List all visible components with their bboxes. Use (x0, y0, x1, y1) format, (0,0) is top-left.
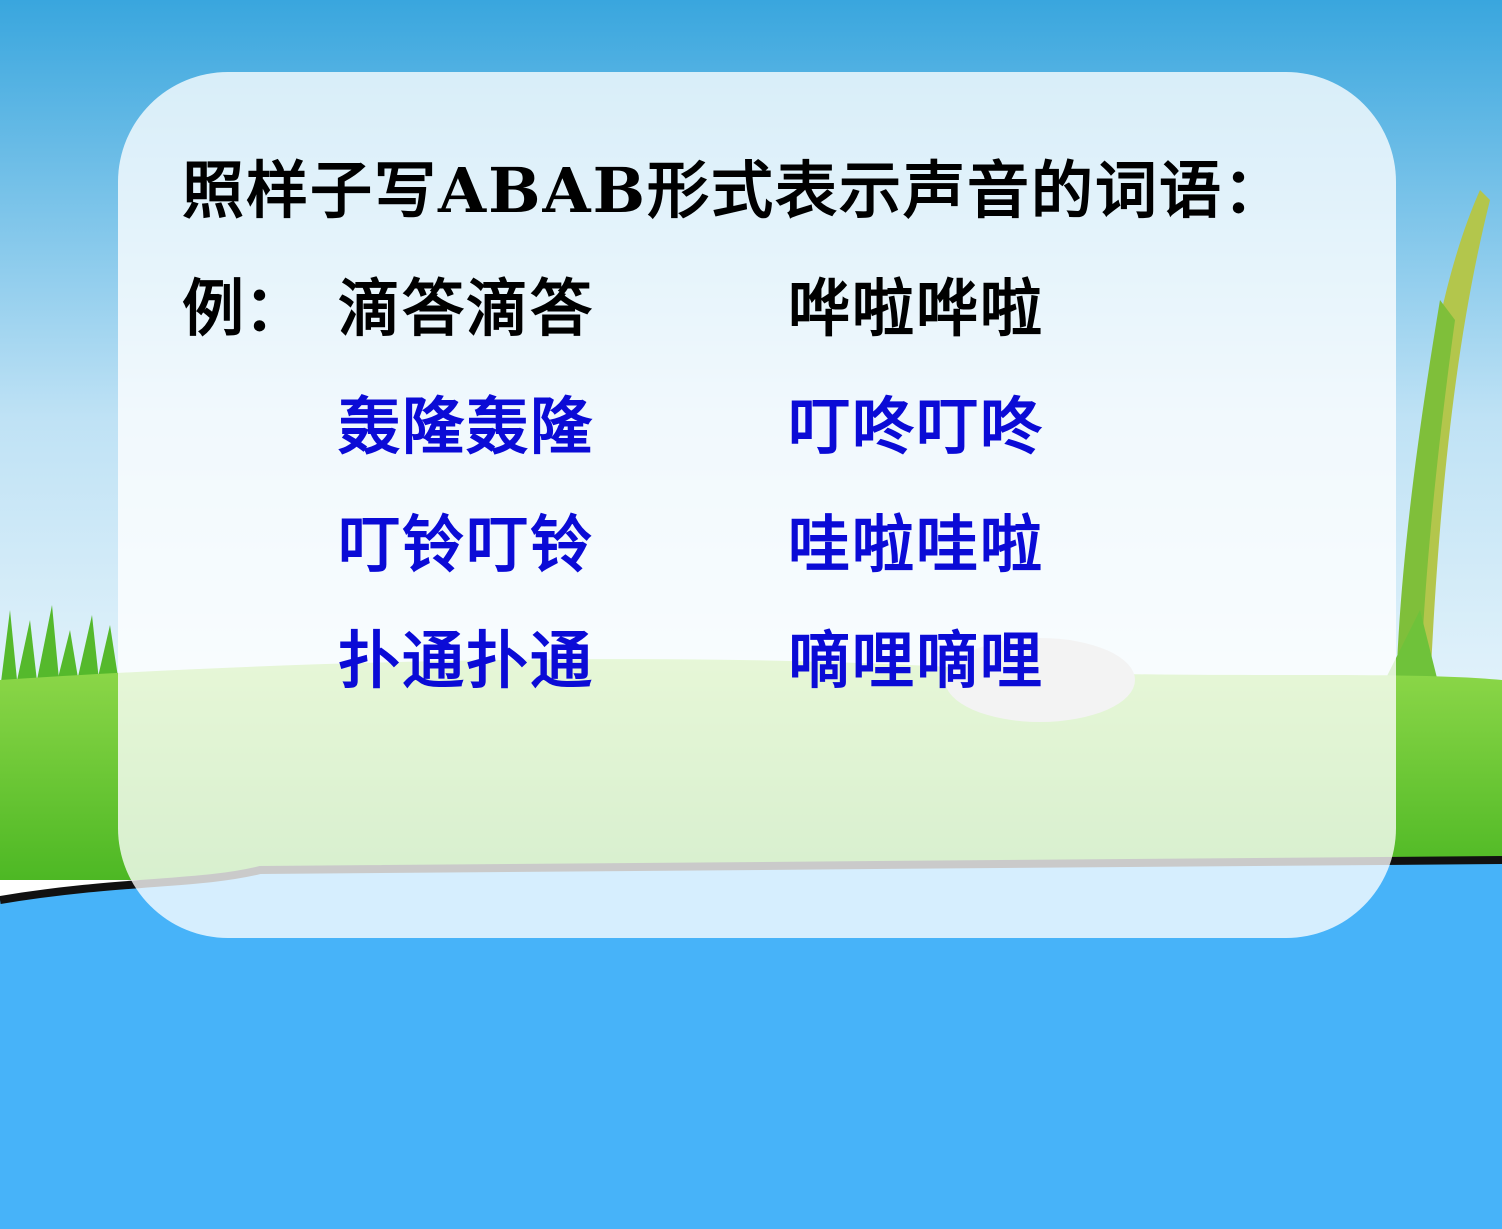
answer-left-2: 叮铃叮铃 (338, 508, 595, 581)
example-word-2: 哗啦哗啦 (788, 272, 1045, 345)
content-panel (118, 72, 1396, 938)
example-word-1: 滴答滴答 (338, 272, 595, 345)
answer-right-1: 叮咚叮咚 (788, 390, 1045, 463)
slide-title: 照样子写ABAB形式表示声音的词语： (182, 154, 1288, 227)
answer-left-1: 轰隆轰隆 (338, 390, 595, 463)
pond-water (0, 860, 1502, 1229)
example-label: 例： (182, 272, 307, 345)
answer-right-3: 嘀哩嘀哩 (788, 624, 1045, 697)
answer-right-2: 哇啦哇啦 (788, 508, 1045, 581)
grass-left (0, 605, 120, 690)
answer-left-3: 扑通扑通 (338, 624, 595, 697)
